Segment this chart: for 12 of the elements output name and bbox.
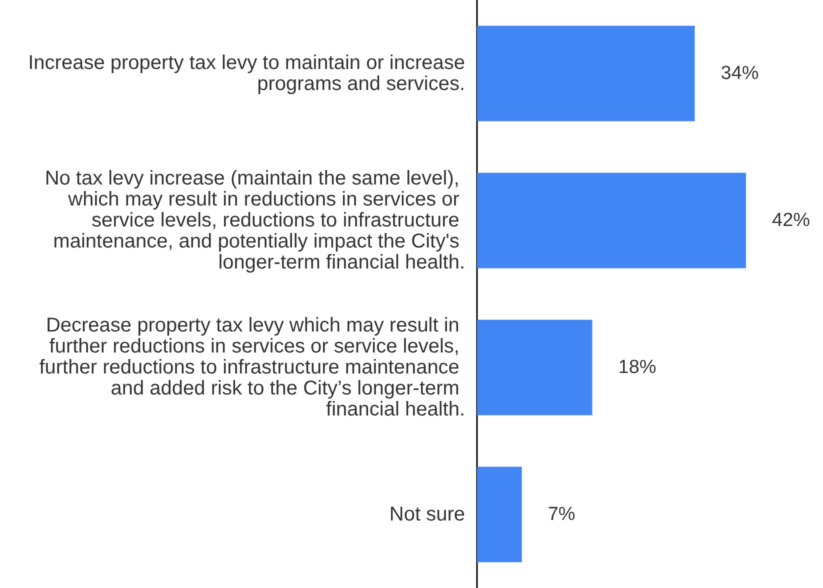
y-tick-label: Decrease property tax levy which may result in further reductions in services or service levels, further reductions to infrastructure maintenance and added risk to the City’s longer-term financial health. (39, 314, 465, 420)
y-tick-label: Not sure (389, 504, 465, 526)
data-label: 42% (772, 210, 810, 231)
bar (477, 172, 746, 268)
bar (477, 466, 522, 562)
y-tick-label: No tax levy increase (maintain the same level), which may result in reductions in services or service levels, reductions to infrastructure maintenance, and potentially impact the City's longer-term financial health. (44, 168, 465, 274)
bar (477, 320, 592, 416)
data-label: 7% (548, 504, 576, 525)
y-tick-label: Increase property tax levy to maintain or increase programs and services. (28, 52, 465, 95)
bar (477, 26, 695, 122)
data-label: 18% (618, 357, 656, 378)
data-label: 34% (720, 63, 759, 84)
